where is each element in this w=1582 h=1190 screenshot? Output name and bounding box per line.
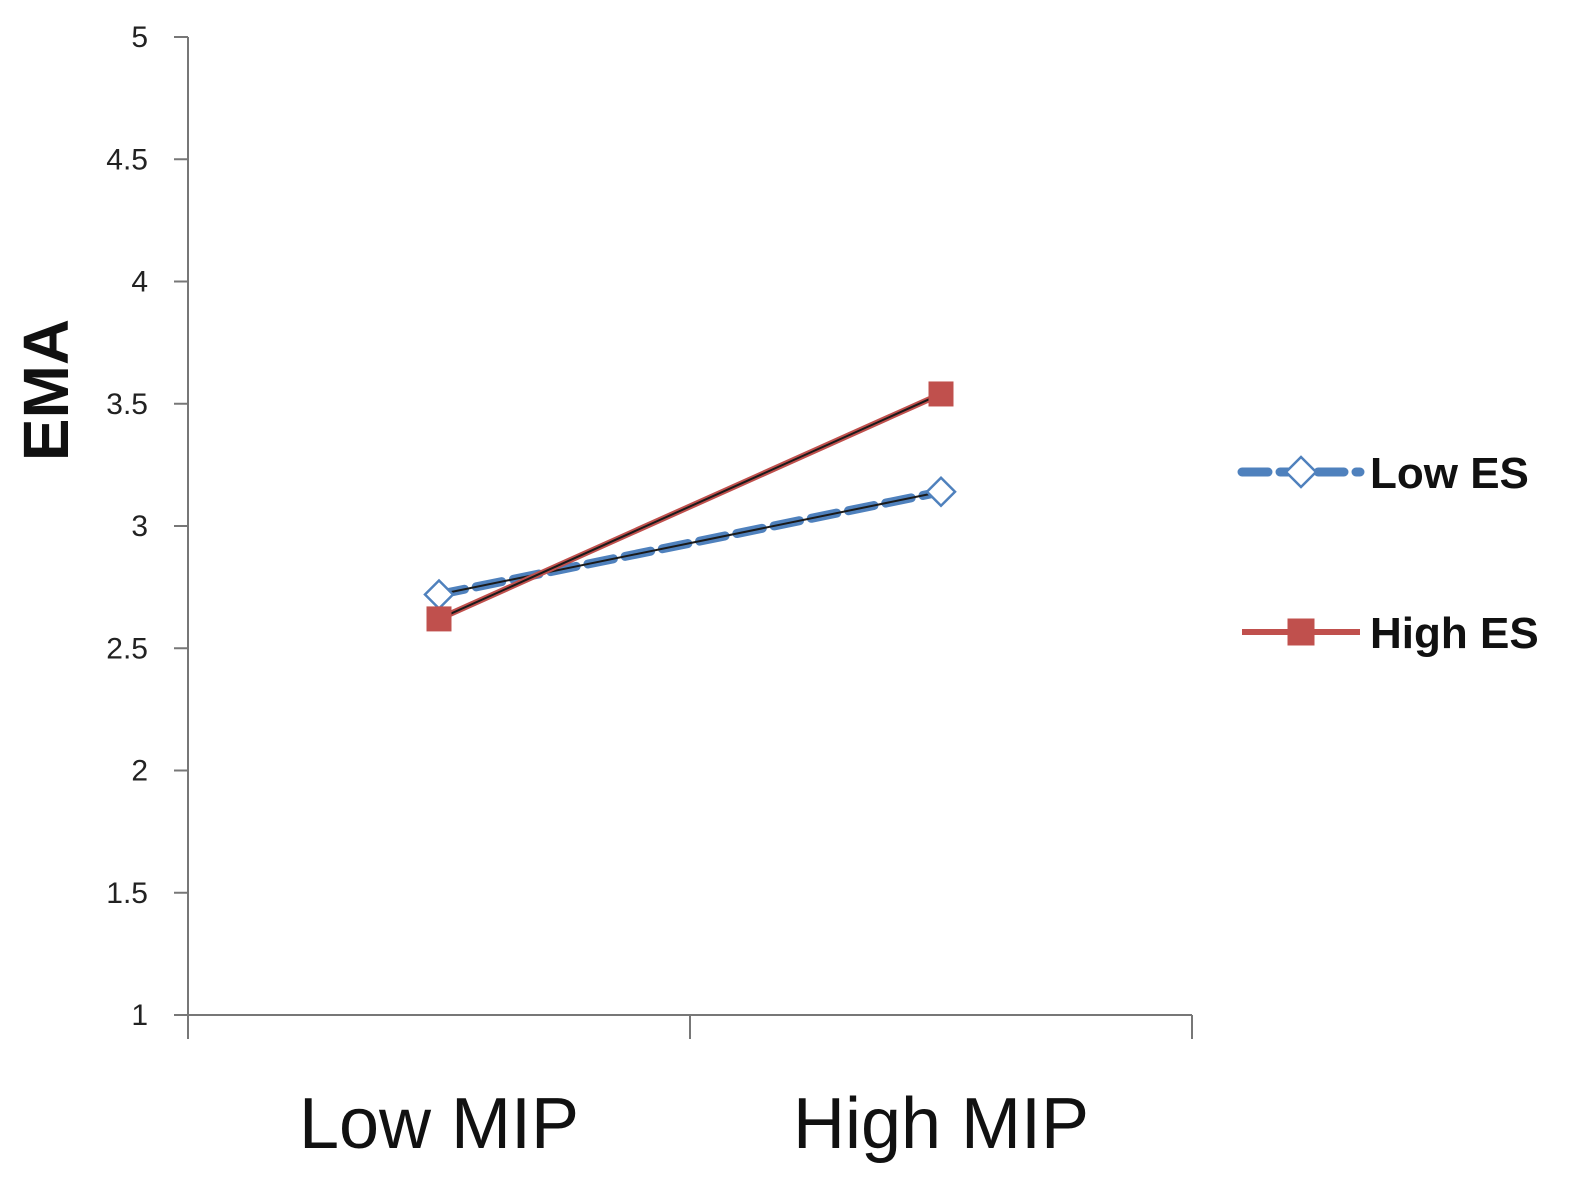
y-tick-label: 1 xyxy=(131,999,148,1032)
series-layer xyxy=(423,381,957,632)
legend-marker xyxy=(1287,618,1315,646)
series-high-es xyxy=(426,381,954,632)
data-point xyxy=(928,381,954,407)
y-tick-label: 1.5 xyxy=(106,877,148,910)
legend: Low ES High ES xyxy=(1237,449,1539,658)
legend-item: High ES xyxy=(1242,609,1539,658)
y-tick-label: 2.5 xyxy=(106,632,148,665)
x-category-label: Low MIP xyxy=(299,1084,579,1164)
y-tick-label: 4.5 xyxy=(106,143,148,176)
y-tick-label: 4 xyxy=(131,266,148,299)
y-tick-label: 3.5 xyxy=(106,388,148,421)
y-tick-label: 3 xyxy=(131,510,148,543)
legend-item: Low ES xyxy=(1237,449,1529,498)
legend-label: Low ES xyxy=(1370,449,1529,498)
trend-line xyxy=(438,490,942,596)
y-tick-label: 5 xyxy=(131,21,148,54)
trend-line xyxy=(438,393,942,620)
data-point xyxy=(426,606,452,632)
legend-marker xyxy=(1284,455,1318,489)
y-axis-title: EMA xyxy=(10,319,82,461)
legend-label: High ES xyxy=(1370,609,1539,658)
x-axis: Low MIP High MIP xyxy=(187,1014,1193,1164)
data-point xyxy=(925,476,957,508)
data-point xyxy=(423,578,455,611)
y-axis: 1 1.5 2 2.5 3 3.5 4 4.5 5 xyxy=(106,21,189,1032)
x-category-label: High MIP xyxy=(793,1084,1089,1164)
y-tick-label: 2 xyxy=(131,755,148,788)
